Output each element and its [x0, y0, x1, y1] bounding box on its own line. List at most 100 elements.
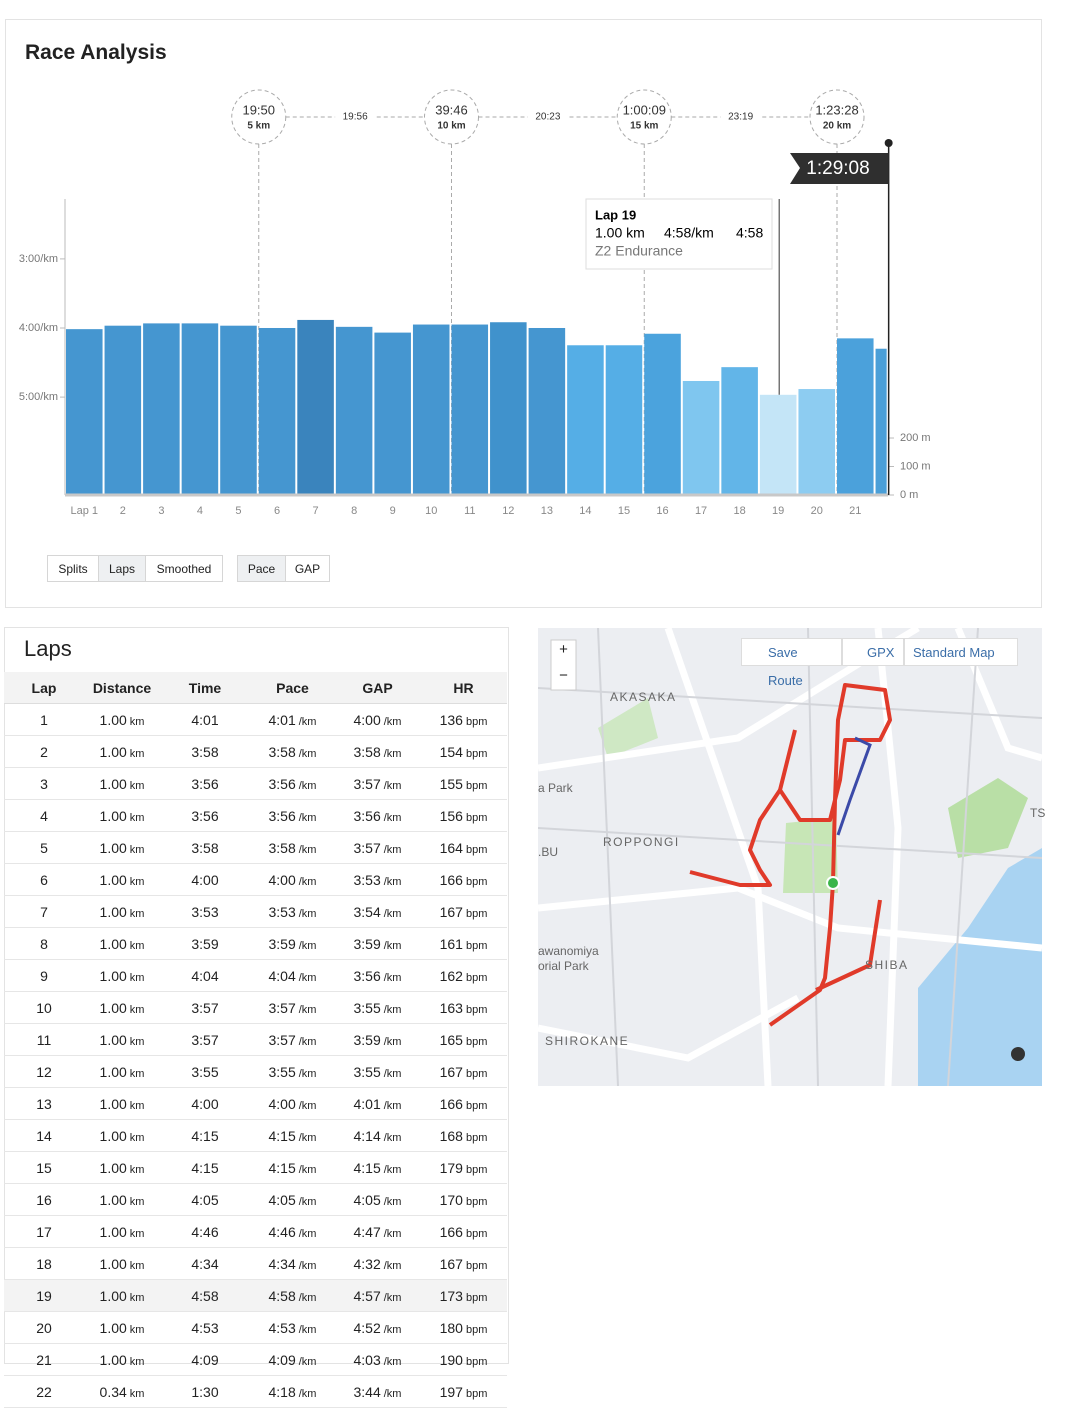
cell: 0.34 km: [84, 1375, 160, 1408]
lap-row: 14 1.00 km 4:15 4:15/km 4:14/km 168 bpm: [4, 1119, 507, 1152]
cell-value: 4:53: [191, 1319, 219, 1336]
cell-value: 136: [439, 711, 463, 728]
map[interactable]: + −: [538, 628, 1042, 1086]
split-label: 23:19: [728, 112, 753, 123]
cell-value: 4:52: [353, 1319, 381, 1336]
cell-value: 4:47: [353, 1223, 381, 1240]
pace-button[interactable]: Pace: [237, 555, 286, 582]
cell: 18: [4, 1247, 84, 1280]
cell: 162 bpm: [420, 959, 507, 992]
cell: 19: [4, 1279, 84, 1312]
cell-value: 4:46: [268, 1223, 296, 1240]
cell: 4:46: [160, 1215, 250, 1248]
cell-value: 197: [439, 1383, 463, 1400]
cell-value: 4:00: [191, 1095, 219, 1112]
cell: 1.00 km: [84, 863, 160, 896]
map-style[interactable]: Standard Map: [904, 638, 1018, 666]
cell-value: 4:46: [191, 1223, 219, 1240]
unit: /km: [298, 1291, 317, 1304]
tooltip-distance: 1.00 km: [595, 225, 645, 241]
x-tick-label: 21: [849, 505, 861, 517]
unit: km: [129, 1131, 145, 1144]
unit: bpm: [465, 843, 488, 856]
cell: 167 bpm: [420, 895, 507, 928]
cell-value: 3:59: [191, 935, 219, 952]
unit: /km: [383, 1035, 402, 1048]
cell-value: 1.00: [99, 1255, 127, 1272]
cell-value: 4:34: [268, 1255, 296, 1272]
unit: bpm: [465, 1163, 488, 1176]
cell-value: 4:05: [353, 1191, 381, 1208]
unit: km: [129, 875, 145, 888]
cell: 161 bpm: [420, 927, 507, 960]
bar: [143, 323, 180, 495]
cell-value: 4:09: [191, 1351, 219, 1368]
cell-value: 1.00: [99, 1191, 127, 1208]
cell-value: 3:57: [353, 775, 381, 792]
y-tick-label: 3:00/km: [19, 253, 58, 265]
cell-value: 0.34: [99, 1383, 127, 1400]
cell: 4:58/km: [250, 1279, 335, 1312]
cell: 4:18/km: [250, 1375, 335, 1408]
cell: 3:57/km: [250, 991, 335, 1024]
cell-value: 16: [36, 1191, 52, 1208]
unit: /km: [298, 1099, 317, 1112]
unit: bpm: [465, 1355, 488, 1368]
zoom-in[interactable]: +: [559, 641, 568, 658]
laps-button[interactable]: Laps: [98, 555, 146, 582]
cell: 168 bpm: [420, 1119, 507, 1152]
cell: 4:05/km: [335, 1183, 420, 1216]
unit: /km: [298, 1227, 317, 1240]
unit: /km: [298, 971, 317, 984]
unit: /km: [383, 843, 402, 856]
cell: 3:54/km: [335, 895, 420, 928]
cell-value: 168: [439, 1127, 463, 1144]
cell-value: 3:58: [268, 743, 296, 760]
milestone-distance: 20 km: [823, 121, 851, 132]
x-tick-label: 10: [425, 505, 437, 517]
cell: 167 bpm: [420, 1247, 507, 1280]
unit: km: [129, 1003, 145, 1016]
cell-value: 4:00: [268, 1095, 296, 1112]
unit: /km: [383, 715, 402, 728]
unit: /km: [383, 1099, 402, 1112]
chart: 3:00/km 4:00/km 5:00/km 200 m 100 m 0 m 19:50 5…: [19, 89, 931, 517]
gap-button[interactable]: GAP: [285, 555, 330, 582]
x-tick-label: 6: [274, 505, 280, 517]
cell: 4:15: [160, 1119, 250, 1152]
milestone-circle: [424, 89, 479, 145]
cell: 154 bpm: [420, 735, 507, 768]
cell-value: 4:15: [191, 1159, 219, 1176]
title: Race Analysis: [25, 41, 167, 64]
cell: 9: [4, 959, 84, 992]
map-label: awanomiya: [538, 944, 599, 958]
cell: 3:58: [160, 831, 250, 864]
milestone-time: 1:00:09: [623, 102, 666, 117]
unit: /km: [383, 1387, 402, 1400]
zoom-out[interactable]: −: [559, 667, 568, 684]
cell: 1.00 km: [84, 1119, 160, 1152]
cell-value: 3:55: [353, 999, 381, 1016]
cell: 4:53: [160, 1311, 250, 1344]
cell: 10: [4, 991, 84, 1024]
cell-value: 1.00: [99, 1127, 127, 1144]
split-label: 20:23: [535, 112, 560, 123]
cell: 3:58/km: [250, 735, 335, 768]
cell: 3:55/km: [335, 991, 420, 1024]
cell-value: 20: [36, 1319, 52, 1336]
cell: 170 bpm: [420, 1183, 507, 1216]
cell-value: 18: [36, 1255, 52, 1272]
split-bg: [720, 110, 761, 124]
unit: km: [129, 1067, 145, 1080]
x-tick-label: 7: [313, 505, 319, 517]
splits-button[interactable]: Splits: [47, 555, 99, 582]
cell: 4:04/km: [250, 959, 335, 992]
cell: 197 bpm: [420, 1375, 507, 1408]
milestone-circle: [809, 89, 865, 145]
smoothed-button[interactable]: Smoothed: [145, 555, 223, 582]
cell: 16: [4, 1183, 84, 1216]
save-route[interactable]: Save Route: [741, 638, 842, 688]
cell: 165 bpm: [420, 1023, 507, 1056]
unit: km: [129, 939, 145, 952]
gpx-button[interactable]: GPX: [842, 638, 904, 666]
